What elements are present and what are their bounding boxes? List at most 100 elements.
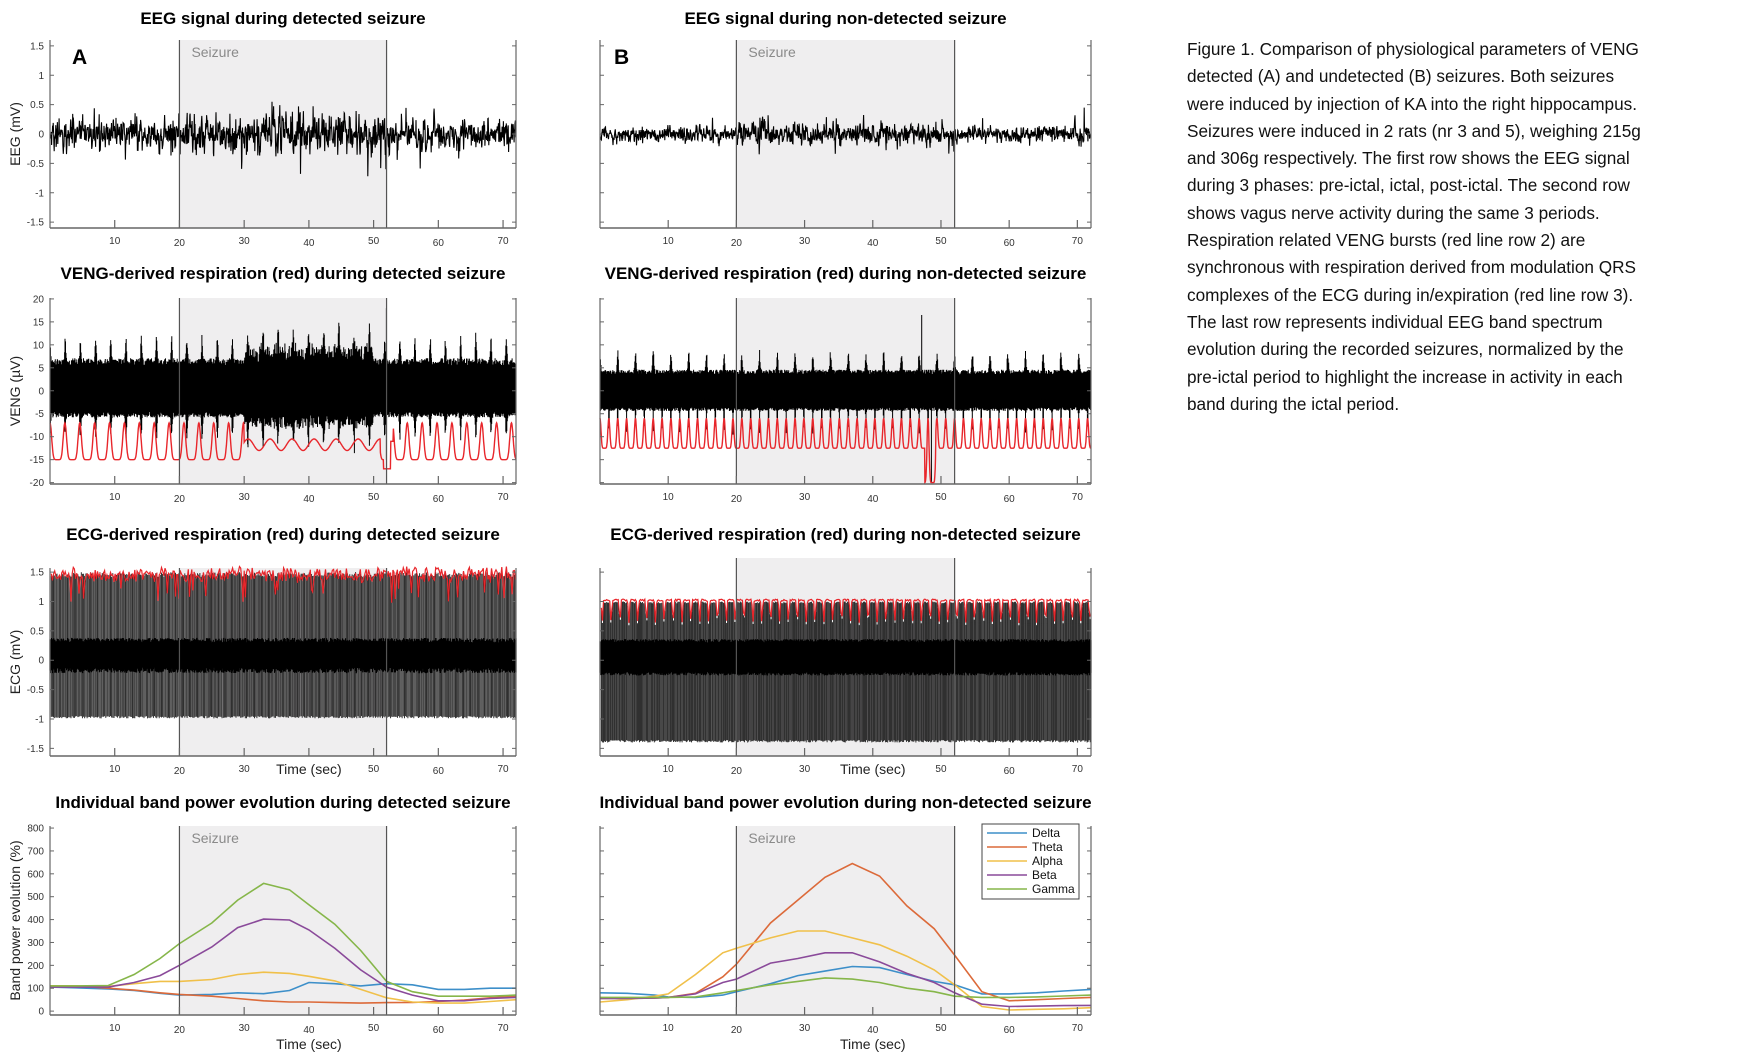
legend-label: Theta	[1032, 840, 1063, 854]
x-tick-label: 60	[433, 766, 445, 777]
x-tick-label: 10	[663, 492, 675, 503]
y-tick-label: 1.5	[30, 41, 44, 52]
x-tick-label: 70	[497, 1023, 509, 1034]
y-tick-label: 0	[38, 130, 44, 141]
y-tick-label: 300	[27, 938, 44, 949]
respiration-trace	[50, 565, 517, 603]
respiration-trace	[599, 418, 1092, 485]
figure-caption: Figure 1. Comparison of physiological pa…	[1187, 36, 1752, 418]
caption-line: detected (A) and undetected (B) seizures…	[1187, 66, 1615, 87]
series-line-beta	[50, 918, 517, 1002]
y-tick-label: 1	[38, 71, 44, 82]
ecg-baseline-band	[599, 639, 1092, 676]
x-tick-label: 20	[174, 238, 186, 249]
chart-title: ECG-derived respiration (red) during non…	[610, 525, 1080, 544]
x-tick-label: 70	[497, 236, 509, 247]
x-tick-label: 10	[109, 492, 121, 503]
y-tick-label: -1	[35, 714, 44, 725]
y-axis-label: VENG (µV)	[7, 356, 23, 426]
caption-line: pre-ictal period to highlight the increa…	[1187, 366, 1623, 387]
chart-ecg-b: 10 20 30 50 60 70 ECG-derived respiration (red…	[599, 525, 1092, 777]
y-tick-label: 800	[27, 824, 44, 835]
y-tick-label: 200	[27, 961, 44, 972]
x-tick-label: 10	[663, 236, 675, 247]
y-tick-label: 0	[38, 656, 44, 667]
x-tick-label: 60	[433, 1025, 445, 1036]
x-tick-label: 30	[239, 1023, 251, 1034]
x-tick-label: 10	[109, 764, 121, 775]
chart-title: EEG signal during detected seizure	[140, 9, 425, 28]
x-tick-label: 60	[1004, 494, 1016, 505]
x-tick-label: 50	[935, 1023, 947, 1034]
x-tick-label: 20	[731, 494, 743, 505]
chart-title: VENG-derived respiration (red) during de…	[61, 264, 506, 283]
x-tick-label: 30	[239, 764, 251, 775]
series-line-alpha	[50, 971, 517, 1004]
chart-title: Individual band power evolution during d…	[55, 793, 510, 812]
x-axis-label: Time (sec)	[276, 761, 342, 777]
x-tick-label: 40	[303, 494, 315, 505]
caption-line: complexes of the ECG during in/expiratio…	[1187, 284, 1634, 305]
series-line-gamma	[50, 882, 517, 997]
caption-line: during 3 phases: pre-ictal, ictal, post-…	[1187, 175, 1630, 196]
series-line-gamma	[600, 977, 1092, 999]
x-tick-label: 60	[433, 494, 445, 505]
legend-label: Delta	[1032, 826, 1060, 840]
y-tick-label: 1.5	[30, 568, 44, 579]
y-tick-label: -1.5	[27, 744, 45, 755]
chart-band-b: Seizure 10 20 30 40 50 60 70 Individual band pow…	[599, 793, 1092, 1052]
y-tick-label: 600	[27, 869, 44, 880]
y-tick-label: 15	[33, 317, 45, 328]
legend-label: Gamma	[1032, 882, 1075, 896]
x-tick-label: 10	[109, 236, 121, 247]
x-tick-label: 70	[1072, 492, 1084, 503]
chart-ecg-a: 1.5 1 0.5 0 -0.5 -1 -1.5 10 20 30 50 60 70 ECG-derive…	[7, 525, 517, 777]
y-tick-label: -15	[30, 455, 45, 466]
caption-line: Seizures were induced in 2 rats (nr 3 an…	[1187, 120, 1641, 141]
y-tick-label: -10	[30, 432, 45, 443]
caption-line: Respiration related VENG bursts (red lin…	[1187, 230, 1586, 251]
y-tick-label: 400	[27, 915, 44, 926]
x-axis-label: Time (sec)	[840, 1036, 906, 1052]
x-tick-label: 60	[433, 238, 445, 249]
x-tick-label: 30	[799, 1023, 811, 1034]
caption-line: Figure 1. Comparison of physiological pa…	[1187, 39, 1639, 59]
y-tick-label: 0	[38, 386, 44, 397]
x-tick-label: 50	[368, 236, 380, 247]
x-tick-label: 10	[663, 1023, 675, 1034]
y-axis-label: Band power evolution (%)	[7, 840, 23, 1000]
x-tick-label: 50	[935, 492, 947, 503]
series-line-alpha	[599, 930, 1092, 1011]
y-tick-label: 0.5	[30, 626, 44, 637]
ecg-baseline-band	[49, 637, 517, 674]
caption-line: were induced by injection of KA into the…	[1187, 93, 1638, 114]
chart-veng-b: 10 20 30 40 50 60 70 VENG-derived respiration (…	[599, 264, 1092, 505]
seizure-label: Seizure	[191, 830, 239, 846]
seizure-label: Seizure	[191, 44, 239, 60]
x-tick-label: 40	[303, 1025, 315, 1036]
y-tick-label: 5	[38, 363, 44, 374]
x-axis-label: Time (sec)	[840, 761, 906, 777]
x-tick-label: 20	[174, 494, 186, 505]
y-tick-label: 0	[38, 1007, 44, 1018]
y-tick-label: -1	[35, 188, 44, 199]
x-tick-label: 20	[731, 1025, 743, 1036]
chart-eeg-b: Seizure 10 20 30 40 50 60 70 EEG signal during n…	[599, 9, 1092, 249]
chart-title: ECG-derived respiration (red) during det…	[66, 525, 500, 544]
x-tick-label: 70	[1072, 764, 1084, 775]
x-tick-label: 40	[867, 494, 879, 505]
seizure-label: Seizure	[748, 830, 796, 846]
y-tick-label: -1.5	[27, 218, 45, 229]
x-tick-label: 20	[174, 766, 186, 777]
y-tick-label: 100	[27, 984, 44, 995]
y-tick-label: 500	[27, 892, 44, 903]
y-tick-label: -0.5	[27, 159, 45, 170]
x-tick-label: 20	[174, 1025, 186, 1036]
caption-line: and 306g respectively. The first row sho…	[1187, 148, 1630, 169]
chart-title: EEG signal during non-detected seizure	[684, 9, 1006, 28]
panel-letter: B	[614, 46, 629, 69]
x-tick-label: 60	[1004, 1025, 1016, 1036]
x-tick-label: 50	[935, 236, 947, 247]
